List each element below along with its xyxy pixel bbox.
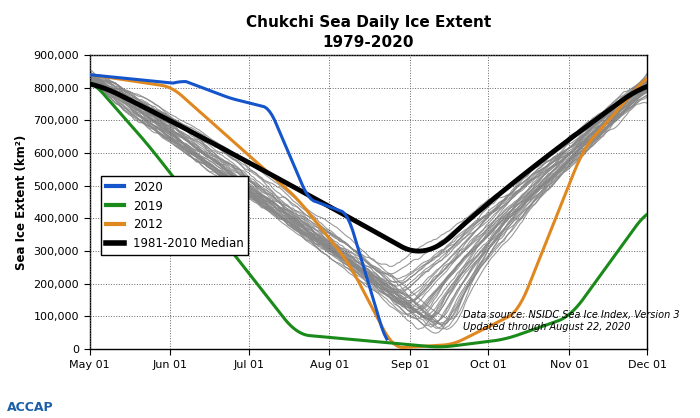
Title: Chukchi Sea Daily Ice Extent
1979-2020: Chukchi Sea Daily Ice Extent 1979-2020 xyxy=(246,15,491,50)
Text: Data source: NSIDC Sea Ice Index, Version 3
Updated through August 22, 2020: Data source: NSIDC Sea Ice Index, Versio… xyxy=(463,310,680,331)
Text: ACCAP: ACCAP xyxy=(7,401,54,414)
Legend: 2020, 2019, 2012, 1981-2010 Median: 2020, 2019, 2012, 1981-2010 Median xyxy=(101,176,248,255)
Y-axis label: Sea Ice Extent (km²): Sea Ice Extent (km²) xyxy=(15,135,28,270)
